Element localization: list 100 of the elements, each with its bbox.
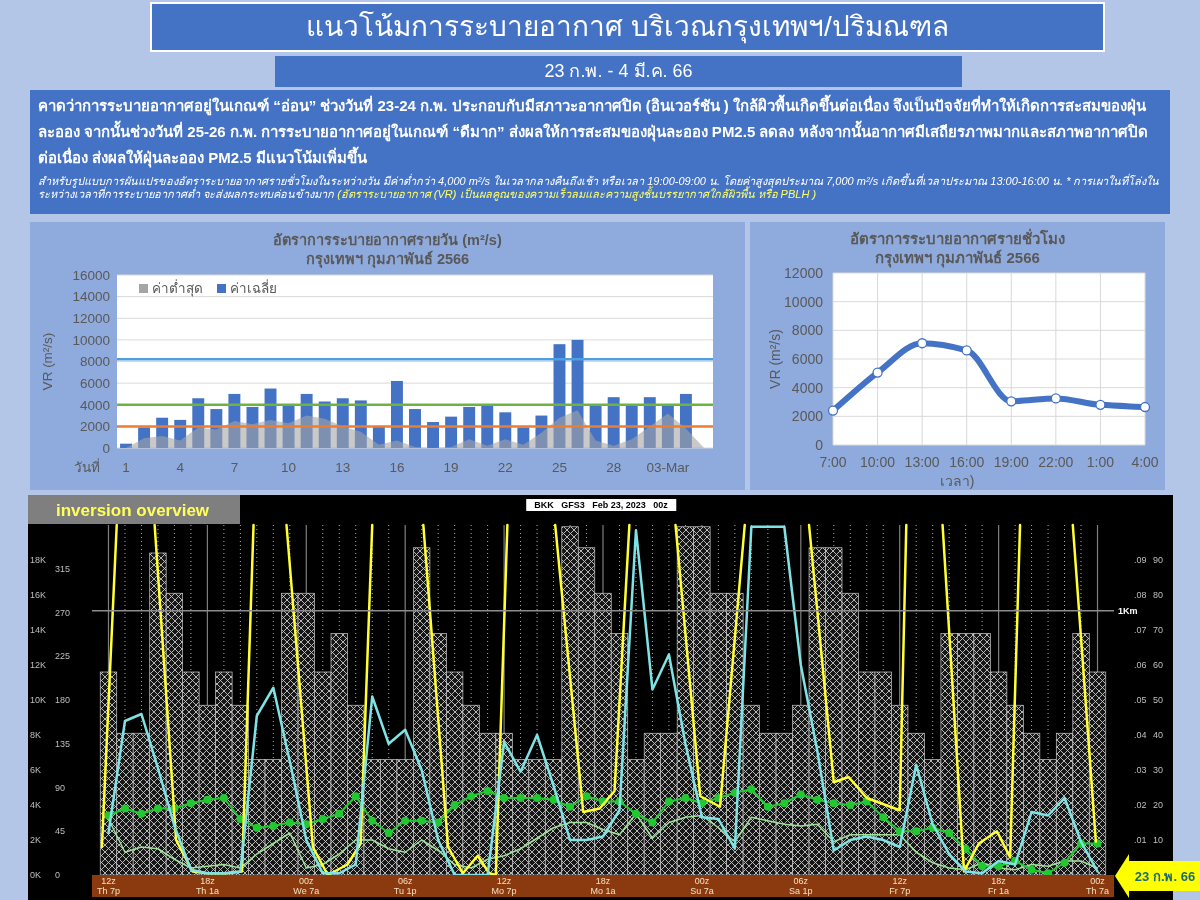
y-tick-label: 12000 [72,311,110,327]
y3-tick-label: 45 [55,826,66,837]
chart-title: อัตราการระบายอากาศรายวัน (m²/s) กรุงเทพฯ กุมภาพันธ์ 2566 [273,232,502,268]
y-axis-title: VR (m²/s) [767,329,783,389]
x-tick-label: 00z Su 7a [690,876,714,896]
y-tick-label: 10K [30,695,47,706]
bar [210,409,223,448]
x-tick-label: 25 [551,460,567,475]
bar [282,404,295,448]
text: 70 [1153,625,1164,636]
legend-label: ค่าเฉลี่ย [230,279,277,296]
x-tick-label: 06z Sa 1p [789,876,813,896]
bar [679,393,692,448]
y-tick-label: 8K [30,730,42,741]
text: 50 [1153,695,1164,706]
bar [372,426,385,448]
x-axis-title: วันที่ [74,458,100,475]
y2-tick-label: .05 [1134,695,1147,706]
x-tick-label: 00z We 7a [293,876,320,896]
y-tick-label: 8000 [791,322,824,339]
x-tick-label: 18z Th 1a [195,876,219,896]
y-tick-label: 16K [30,590,47,601]
y-tick-label: 6000 [79,375,110,391]
y-tick-label: 14K [30,625,47,636]
text: คาดว่าการระบายอากาศอยู่ในเกณฑ์ “อ่อน” ช่วงวันที่ 23-24 ก.พ. ประกอบกับมีสภาวะอากาศปิด (อินเวอร์ชัน ) ใกล้ผิวพื้นเกิดขึ้นต่อเนื่อง จึงเป็นปัจจัยที่ทำให้เกิดการสะสมของฝุ่นละออง จากนั้นช่วงวันที่ 25-26 ก.พ. การระบายอากาศอยู่ในเกณฑ์ “ดีมาก” ส่งผลให้การสะสมของฝุ่นละออง PM2.5 ลดลง หลังจากนั้นอากาศมีเสถียรภาพมากและสภาพอากาศปิดต่อเนื่อง ส่งผลให้ฝุ่นละออง PM2.5 มีแนวโน้มเพิ่มขึ้น [38,93,1149,170]
x-tick-label: 1 [122,460,130,475]
ref-line-label: 1Km [1118,606,1138,617]
y-tick-label: 4000 [791,379,824,396]
bar [499,412,512,448]
bar [535,415,548,448]
y2-tick-label: .04 [1134,730,1147,741]
y2-tick-label: .02 [1134,800,1147,811]
text: 90 [1153,555,1164,566]
bar [643,397,656,448]
text: 10 [1153,835,1164,846]
y-tick-label: 6000 [791,351,824,368]
bar [336,398,349,448]
bar [138,427,151,448]
y-tick-label: 0 [815,437,824,454]
y3-tick-label: 225 [55,651,71,662]
y-tick-label: 18K [30,555,47,566]
y-tick-label: 10000 [72,332,110,348]
point [916,338,928,349]
x-tick-label: 03-Mar [646,460,690,475]
point [1095,399,1106,411]
y-tick-label: 4K [30,800,42,811]
bar [192,398,205,448]
y3-tick-label: 270 [55,607,71,618]
bar [607,397,620,448]
y-tick-label: 4000 [79,397,110,413]
x-tick-label: 7 [230,460,239,475]
x-tick-label: 19 [443,460,459,475]
x-axis-title: เวลา) [939,473,975,489]
bar [390,380,403,448]
bar [481,404,494,448]
point [1006,396,1017,407]
y-tick-label: 8000 [79,354,110,370]
point [1050,393,1062,404]
x-tick-label: 28 [606,460,622,475]
x-tick-label: 12z Mo 7p [491,876,517,896]
y2-tick-label: .03 [1134,765,1147,776]
x-tick-label: 1:00 [1086,454,1115,470]
y-tick-label: 10000 [784,293,824,310]
bar [445,416,458,448]
text: 20 [1153,800,1164,811]
y-tick-label: 0K [30,870,42,881]
legend-label: ค่าต่ำสุด [152,279,203,297]
x-tick-label: 4:00 [1131,454,1159,470]
x-tick-label: 22 [497,460,513,475]
x-tick-label: 13:00 [904,454,940,470]
x-tick-label: 18z Mo 1a [590,876,616,896]
text: 40 [1153,730,1164,741]
y-tick-label: 0 [102,440,110,456]
text: 30 [1153,765,1164,776]
y3-tick-label: 315 [55,563,71,574]
text: 80 [1153,590,1164,601]
y3-tick-label: 135 [55,738,71,749]
y-axis-title: VR (m²/s) [40,332,55,391]
y2-tick-label: .06 [1134,660,1147,671]
text: (อัตราระบายอากาศ (VR) เป็นผลคูณของความเร็วลมและความสูงชั้นบรรยากาศใกล้ผิวพื้น หรือ PBLH ) [337,187,817,200]
x-tick-label: 22:00 [1038,454,1074,470]
bar [120,443,132,448]
text: 23 ก.พ. - 4 มี.ค. 66 [275,56,962,87]
y2-tick-label: .09 [1134,555,1147,566]
bar [571,339,584,448]
y3-tick-label: 180 [55,695,71,706]
y-tick-label: 16000 [72,267,110,283]
x-tick-label: 18z Fr 1a [988,876,1010,896]
x-tick-label: 16:00 [949,454,985,470]
x-tick-label: 10 [281,460,297,475]
x-tick-label: 4 [176,460,185,475]
y-tick-label: 2000 [79,419,110,435]
chart-title: อัตราการระบายอากาศรายชั่วโมง กรุงเทพฯ กุมภาพันธ์ 2566 [850,228,1065,268]
bar [589,404,602,448]
chart-title: inversion overview [56,501,210,520]
text: 60 [1153,660,1164,671]
y2-tick-label: .08 [1134,590,1147,601]
y-tick-label: 2000 [791,408,824,425]
text: BKK GFS3 Feb 23, 2023 00z [534,500,669,510]
text: แนวโน้มการระบายอากาศ บริเวณกรุงเทพฯ/ปริมณฑล [150,2,1105,52]
